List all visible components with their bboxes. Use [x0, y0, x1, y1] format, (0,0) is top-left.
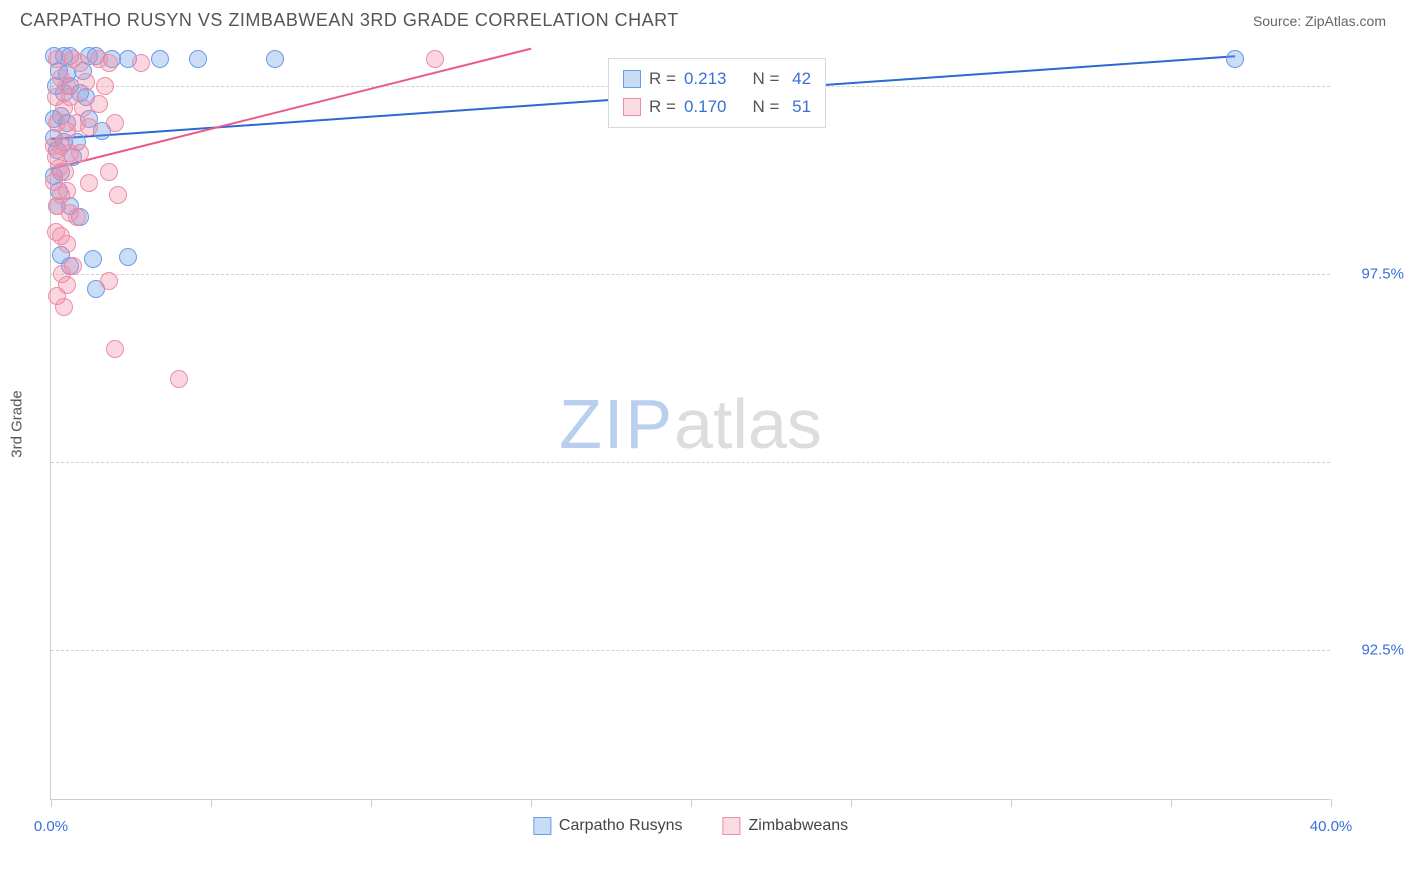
- data-point-zw: [58, 235, 76, 253]
- stat-swatch-cr-icon: [623, 70, 641, 88]
- data-point-zw: [132, 54, 150, 72]
- stat-n-value-zw: 51: [787, 93, 811, 121]
- data-point-zw: [96, 77, 114, 95]
- data-point-cr: [119, 248, 137, 266]
- data-point-cr: [189, 50, 207, 68]
- x-tick-label: 0.0%: [34, 818, 68, 835]
- plot-area: 3rd Grade ZIPatlas 92.5%97.5%0.0%40.0%R …: [50, 48, 1330, 800]
- x-tick: [851, 799, 852, 807]
- gridline: [51, 462, 1330, 463]
- legend-swatch-icon: [723, 817, 741, 835]
- legend-item: Zimbabweans: [723, 817, 849, 835]
- x-tick: [1011, 799, 1012, 807]
- watermark-zip: ZIP: [559, 385, 674, 463]
- data-point-zw: [106, 340, 124, 358]
- stat-r-label: R =: [649, 93, 676, 121]
- data-point-zw: [109, 186, 127, 204]
- gridline: [51, 650, 1330, 651]
- stat-n-label: N =: [752, 65, 779, 93]
- data-point-zw: [68, 208, 86, 226]
- chart-title: CARPATHO RUSYN VS ZIMBABWEAN 3RD GRADE C…: [20, 10, 679, 31]
- x-tick: [211, 799, 212, 807]
- stat-box: R = 0.213 N = 42 R = 0.170 N = 51: [608, 58, 826, 128]
- x-tick: [531, 799, 532, 807]
- stat-r-value-cr: 0.213: [684, 65, 727, 93]
- x-tick: [691, 799, 692, 807]
- legend-label: Carpatho Rusyns: [559, 817, 683, 835]
- data-point-zw: [100, 163, 118, 181]
- data-point-zw: [80, 174, 98, 192]
- data-point-zw: [106, 114, 124, 132]
- legend-label: Zimbabweans: [749, 817, 849, 835]
- source-label: Source: ZipAtlas.com: [1253, 13, 1386, 29]
- data-point-zw: [71, 54, 89, 72]
- stat-r-value-zw: 0.170: [684, 93, 727, 121]
- data-point-zw: [100, 54, 118, 72]
- data-point-zw: [77, 73, 95, 91]
- y-tick-label: 97.5%: [1336, 265, 1404, 282]
- stat-swatch-zw-icon: [623, 98, 641, 116]
- data-point-zw: [55, 298, 73, 316]
- data-point-zw: [71, 144, 89, 162]
- watermark: ZIPatlas: [559, 384, 822, 464]
- x-tick: [1331, 799, 1332, 807]
- x-tick-label: 40.0%: [1310, 818, 1353, 835]
- data-point-cr: [266, 50, 284, 68]
- legend: Carpatho Rusyns Zimbabweans: [533, 817, 848, 835]
- stat-n-label: N =: [752, 93, 779, 121]
- data-point-cr: [1226, 50, 1244, 68]
- stat-n-value-cr: 42: [787, 65, 811, 93]
- data-point-zw: [100, 272, 118, 290]
- gridline: [51, 274, 1330, 275]
- x-tick: [1171, 799, 1172, 807]
- legend-item: Carpatho Rusyns: [533, 817, 683, 835]
- data-point-cr: [151, 50, 169, 68]
- stat-row-zw: R = 0.170 N = 51: [623, 93, 811, 121]
- x-tick: [51, 799, 52, 807]
- y-tick-label: 92.5%: [1336, 641, 1404, 658]
- data-point-zw: [426, 50, 444, 68]
- stat-row-cr: R = 0.213 N = 42: [623, 65, 811, 93]
- data-point-zw: [80, 118, 98, 136]
- legend-swatch-icon: [533, 817, 551, 835]
- watermark-atlas: atlas: [674, 385, 822, 463]
- stat-r-label: R =: [649, 65, 676, 93]
- data-point-zw: [90, 95, 108, 113]
- data-point-cr: [84, 250, 102, 268]
- data-point-zw: [170, 370, 188, 388]
- x-tick: [371, 799, 372, 807]
- y-axis-title: 3rd Grade: [9, 390, 26, 458]
